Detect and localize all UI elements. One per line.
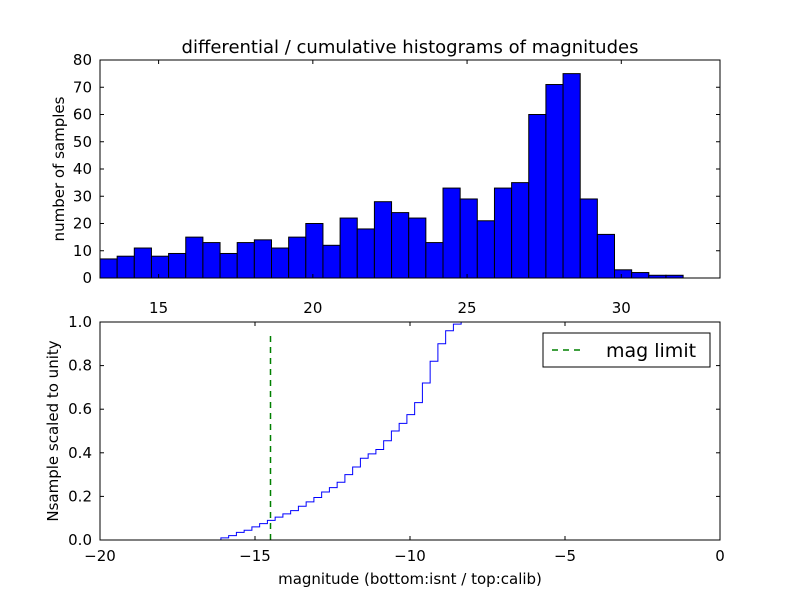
histogram-bar [459,198,478,279]
histogram-bar [614,269,633,279]
histogram-frame [99,59,721,279]
bottom-x-axis-label: magnitude (bottom:isnt / top:calib) [278,570,542,588]
bottom-x-tick-label: 0 [715,547,725,565]
top-y-tick-label: 40 [73,160,92,178]
top-y-axis-label: number of samples [50,96,68,241]
cumulative-lines [100,321,469,541]
histogram-bar [511,182,530,279]
histogram-bar [168,252,187,279]
histogram-bar [305,223,324,279]
top-y-tick-label: 70 [73,78,92,96]
histogram-bar [322,244,341,279]
histogram-bar [545,84,564,279]
histogram-bar [133,247,152,279]
legend-box [542,332,711,368]
bottom-y-tick-label: 0.8 [68,357,92,375]
bottom-y-tick-label: 0.4 [68,444,92,462]
histogram-bar [219,252,238,279]
legend-mag-limit-label: mag limit [606,340,696,362]
bottom-x-tick-label: −15 [239,547,271,565]
top-x-tick-label: 20 [303,299,322,317]
histogram-bar [99,258,118,279]
cumulative-panel: magnitude (bottom:isnt / top:calib) Nsam… [44,313,725,588]
histogram-bar [493,187,513,279]
top-x-tick-label: 25 [458,299,477,317]
histogram-bar [288,236,307,279]
histogram-ticks: 0 10 20 30 40 50 60 70 80 15 20 25 30 [73,51,720,317]
histogram-bar [425,242,444,279]
histogram-bar [596,233,616,279]
histogram-bar [631,272,650,279]
bottom-x-tick-label: −5 [554,547,576,565]
top-y-tick-label: 0 [82,269,92,287]
top-y-tick-label: 80 [73,51,92,69]
cumulative-frame [99,321,721,541]
chart-title: differential / cumulative histograms of … [182,37,639,58]
histogram-bar [408,217,427,279]
top-y-tick-label: 10 [73,242,92,260]
histogram-bar [528,114,547,279]
bottom-y-tick-label: 0.6 [68,400,92,418]
top-y-tick-label: 30 [73,187,92,205]
histogram-bar [150,255,170,279]
histogram-bar [373,201,393,279]
bottom-y-tick-label: 1.0 [68,313,92,331]
histogram-bar [236,242,255,279]
top-x-tick-label: 30 [612,299,631,317]
histogram-bar [202,242,221,279]
histogram-bar [356,228,375,279]
histogram-bars [99,73,684,279]
legend: mag limit [542,332,711,368]
histogram-bar [476,220,495,279]
histogram-panel: differential / cumulative histograms of … [50,37,721,317]
bottom-x-tick-label: −10 [394,547,426,565]
top-y-tick-label: 50 [73,133,92,151]
cumulative-ticks: 0.0 0.2 0.4 0.6 0.8 1.0 −20 −15 −10 −5 0 [68,313,725,565]
cumulative-series-line [100,321,469,541]
top-y-tick-label: 60 [73,106,92,124]
top-y-tick-label: 20 [73,215,92,233]
histogram-bar [579,198,598,279]
top-x-tick-label: 15 [149,299,168,317]
histogram-bar [339,217,358,279]
bottom-x-tick-label: −20 [84,547,116,565]
histogram-bar [391,212,410,279]
bottom-y-tick-label: 0.2 [68,487,92,505]
bottom-y-tick-label: 0.0 [68,531,92,549]
histogram-bar [185,236,204,279]
histogram-bar [253,239,273,279]
histogram-bar [562,73,581,279]
bottom-y-axis-label: Nsample scaled to unity [44,340,62,521]
histogram-bar [116,255,135,279]
histogram-bar [271,247,290,279]
histogram-bar [442,187,461,279]
